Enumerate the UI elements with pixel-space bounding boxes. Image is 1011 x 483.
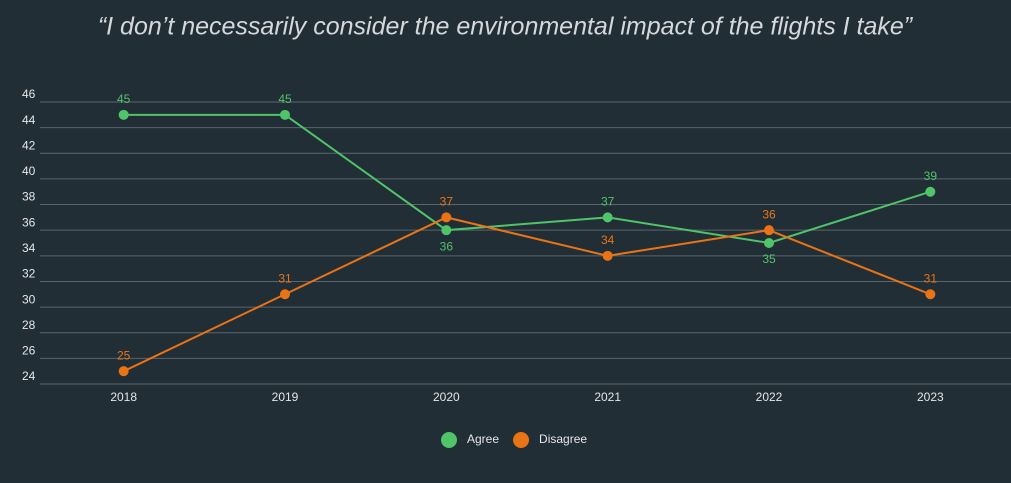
x-tick-label: 2019: [272, 390, 299, 404]
data-label: 37: [440, 195, 454, 209]
x-tick-label: 2020: [433, 390, 460, 404]
y-tick-label: 42: [22, 138, 36, 152]
x-tick-label: 2018: [110, 390, 137, 404]
legend-label: Disagree: [539, 432, 587, 446]
data-point: [118, 109, 129, 120]
data-label: 25: [117, 348, 131, 362]
y-tick-label: 38: [22, 190, 36, 204]
data-point: [925, 186, 936, 197]
series-line: [123, 113, 931, 245]
y-tick-label: 30: [22, 292, 36, 306]
y-tick-label: 40: [22, 164, 36, 178]
data-point: [602, 212, 613, 223]
data-label: 37: [601, 195, 615, 209]
y-tick-label: 24: [22, 369, 36, 383]
data-point: [764, 225, 774, 236]
legend-marker: [441, 432, 457, 448]
x-tick-label: 2021: [594, 390, 621, 404]
data-label: 36: [440, 239, 454, 253]
data-label: 34: [601, 233, 615, 247]
y-tick-label: 32: [22, 267, 36, 281]
data-point: [441, 225, 452, 236]
data-label: 31: [924, 271, 938, 285]
y-tick-label: 44: [22, 113, 36, 127]
y-tick-label: 36: [22, 215, 36, 229]
data-label: 39: [924, 169, 938, 183]
data-point: [925, 289, 936, 300]
data-point: [764, 238, 774, 248]
data-point: [280, 109, 290, 120]
legend-marker: [513, 432, 530, 448]
data-label: 45: [117, 92, 131, 106]
chart-title: “I don’t necessarily consider the enviro…: [98, 13, 914, 41]
data-label: 31: [278, 271, 292, 285]
data-label: 35: [762, 252, 776, 266]
x-tick-label: 2023: [917, 390, 944, 404]
series-line: [123, 216, 931, 373]
y-tick-label: 26: [22, 344, 36, 358]
y-tick-label: 28: [22, 318, 36, 332]
y-tick-label: 46: [22, 87, 36, 101]
data-point: [441, 212, 452, 223]
data-point: [118, 366, 129, 377]
data-label: 36: [762, 207, 776, 221]
x-tick-label: 2022: [756, 390, 783, 404]
data-point: [280, 289, 290, 300]
legend-label: Agree: [467, 432, 499, 446]
data-label: 45: [278, 92, 292, 106]
y-tick-label: 34: [22, 241, 36, 255]
data-point: [602, 250, 613, 261]
